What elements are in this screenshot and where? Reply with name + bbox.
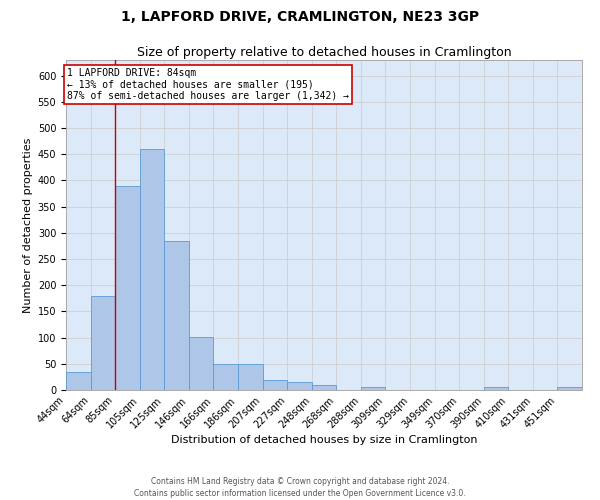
Bar [140, 149, 164, 390]
Bar [91, 296, 115, 390]
Bar [164, 240, 189, 390]
Text: 1 LAPFORD DRIVE: 84sqm
← 13% of detached houses are smaller (195)
87% of semi-de: 1 LAPFORD DRIVE: 84sqm ← 13% of detached… [67, 68, 349, 101]
Bar [214, 364, 238, 390]
Bar [361, 388, 385, 390]
Text: Contains HM Land Registry data © Crown copyright and database right 2024.
Contai: Contains HM Land Registry data © Crown c… [134, 476, 466, 498]
Title: Size of property relative to detached houses in Cramlington: Size of property relative to detached ho… [137, 46, 511, 59]
Bar [238, 364, 263, 390]
Bar [115, 186, 140, 390]
X-axis label: Distribution of detached houses by size in Cramlington: Distribution of detached houses by size … [171, 436, 477, 446]
Text: 1, LAPFORD DRIVE, CRAMLINGTON, NE23 3GP: 1, LAPFORD DRIVE, CRAMLINGTON, NE23 3GP [121, 10, 479, 24]
Bar [287, 382, 312, 390]
Bar [189, 336, 214, 390]
Bar [557, 388, 582, 390]
Y-axis label: Number of detached properties: Number of detached properties [23, 138, 34, 312]
Bar [312, 385, 336, 390]
Bar [484, 388, 508, 390]
Bar [263, 380, 287, 390]
Bar [66, 372, 91, 390]
